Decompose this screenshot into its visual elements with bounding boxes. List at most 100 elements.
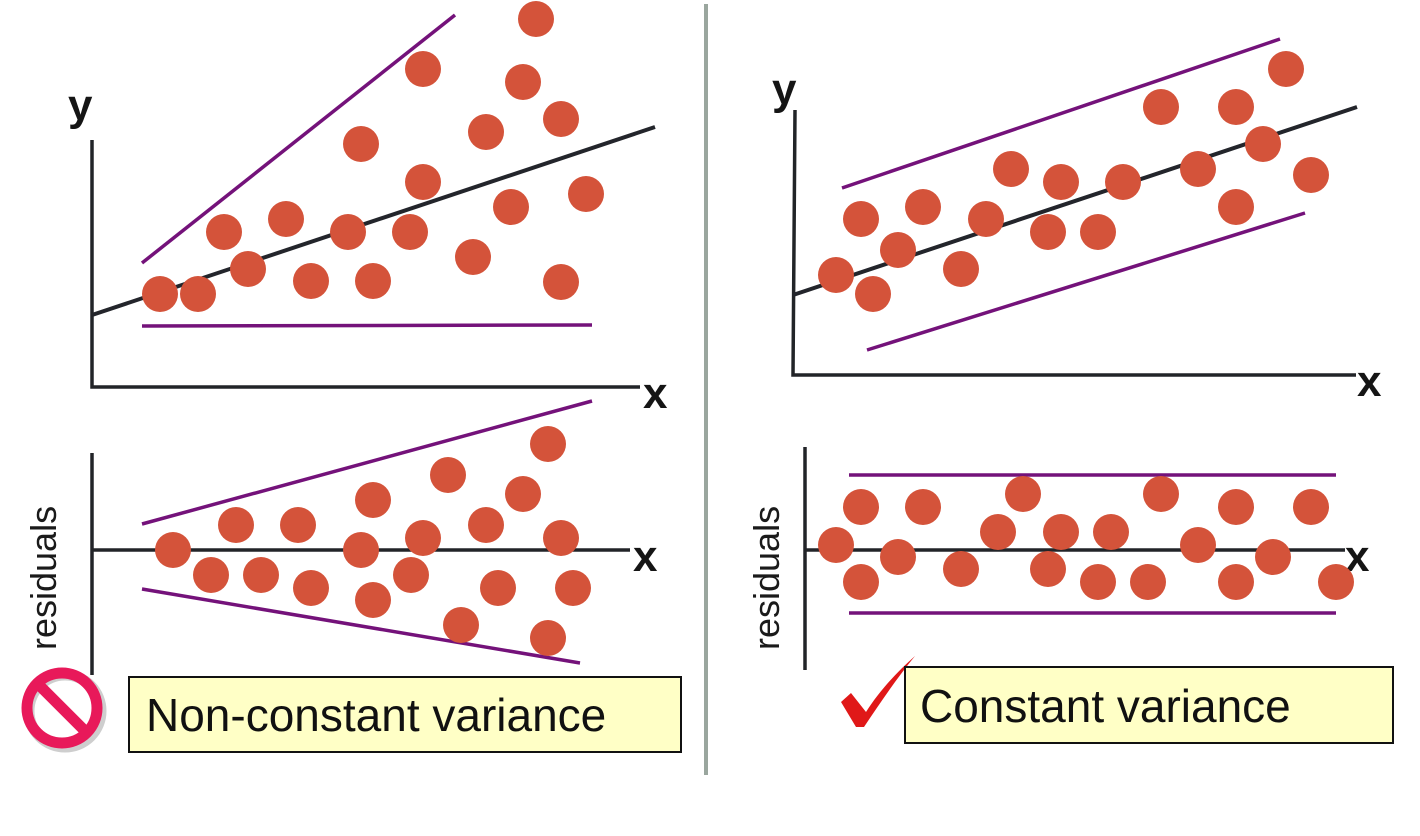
right-scatter-point-12	[1105, 164, 1141, 200]
right-scatter-point-1	[818, 257, 854, 293]
right-scatter-points	[818, 51, 1329, 312]
left-scatter-point-9	[392, 214, 428, 250]
left-scatter-point-14	[405, 51, 441, 87]
left-residual-point-16	[505, 476, 541, 512]
left-residual-point-5	[280, 507, 316, 543]
right-residual-point-14	[1143, 476, 1179, 512]
right-residual-y-label: residuals	[746, 506, 787, 650]
left-scatter-point-15	[505, 64, 541, 100]
left-residual-x-label: x	[633, 532, 658, 581]
left-scatter-point-19	[568, 176, 604, 212]
right-residual-plot: residuals x	[746, 447, 1370, 670]
left-residual-point-4	[243, 557, 279, 593]
left-residual-point-19	[555, 570, 591, 606]
left-residual-point-9	[355, 582, 391, 618]
right-residual-point-1	[818, 527, 854, 563]
left-scatter-x-label: x	[643, 369, 668, 418]
right-residual-point-15	[1180, 527, 1216, 563]
left-residual-points	[155, 426, 591, 656]
left-caption: Non-constant variance	[128, 676, 682, 753]
left-residual-point-18	[543, 520, 579, 556]
right-scatter-axes	[791, 109, 1356, 377]
left-scatter-point-2	[180, 276, 216, 312]
left-residual-y-label: residuals	[23, 506, 64, 650]
left-lower-band-line	[141, 323, 593, 328]
left-scatter-point-10	[455, 239, 491, 275]
left-scatter-point-4	[293, 263, 329, 299]
left-scatter-point-12	[343, 126, 379, 162]
left-residual-point-7	[343, 532, 379, 568]
right-residual-point-7	[980, 514, 1016, 550]
left-residual-upper-band	[141, 399, 593, 526]
right-scatter-point-15	[1218, 89, 1254, 125]
left-residual-point-17	[530, 426, 566, 462]
right-residual-point-12	[1093, 514, 1129, 550]
right-residual-point-11	[1080, 564, 1116, 600]
left-scatter-point-1	[142, 276, 178, 312]
right-residual-point-2	[843, 489, 879, 525]
right-residual-point-17	[1218, 564, 1254, 600]
right-lower-band-line	[866, 211, 1306, 352]
right-residual-point-18	[1255, 539, 1291, 575]
left-residual-point-2	[193, 557, 229, 593]
left-residual-point-6	[293, 570, 329, 606]
right-scatter-point-11	[1080, 214, 1116, 250]
right-upper-band-line	[841, 37, 1281, 190]
right-residual-point-13	[1130, 564, 1166, 600]
right-residual-point-16	[1218, 489, 1254, 525]
right-residual-point-4	[880, 539, 916, 575]
right-residual-points	[818, 476, 1354, 600]
right-scatter-point-17	[1245, 126, 1281, 162]
checkmark-icon	[841, 656, 915, 727]
left-residual-point-10	[393, 557, 429, 593]
left-scatter-point-6	[206, 214, 242, 250]
left-residual-point-13	[443, 607, 479, 643]
left-scatter-point-20	[543, 264, 579, 300]
left-caption-text: Non-constant variance	[146, 689, 606, 741]
left-residual-point-12	[430, 457, 466, 493]
left-residual-point-8	[355, 482, 391, 518]
left-scatter-point-18	[493, 189, 529, 225]
right-residual-point-3	[843, 564, 879, 600]
right-scatter-point-19	[1293, 157, 1329, 193]
left-scatter-axes	[90, 140, 640, 389]
right-scatter-point-10	[1043, 164, 1079, 200]
right-scatter-point-8	[993, 151, 1029, 187]
left-scatter-point-7	[268, 201, 304, 237]
left-residual-lower-band	[141, 587, 581, 665]
left-scatter-plot: y x	[68, 1, 668, 418]
no-entry-icon	[21, 667, 107, 753]
right-residual-point-8	[1005, 476, 1041, 512]
left-scatter-point-8	[330, 214, 366, 250]
left-scatter-point-11	[405, 164, 441, 200]
left-scatter-point-5	[355, 263, 391, 299]
right-scatter-point-3	[843, 201, 879, 237]
right-residual-point-20	[1318, 564, 1354, 600]
right-scatter-point-5	[905, 189, 941, 225]
right-scatter-point-14	[1180, 151, 1216, 187]
right-scatter-point-9	[1030, 214, 1066, 250]
right-residual-point-6	[943, 551, 979, 587]
right-scatter-point-6	[943, 251, 979, 287]
left-upper-band-line	[140, 13, 457, 265]
left-scatter-point-3	[230, 251, 266, 287]
right-residual-point-19	[1293, 489, 1329, 525]
right-caption-box	[904, 666, 1394, 744]
right-scatter-point-4	[880, 232, 916, 268]
right-scatter-point-16	[1218, 189, 1254, 225]
right-residual-point-10	[1043, 514, 1079, 550]
right-residual-point-5	[905, 489, 941, 525]
left-residual-point-1	[155, 532, 191, 568]
right-scatter-point-18	[1268, 51, 1304, 87]
left-residual-point-11	[405, 520, 441, 556]
left-residual-point-15	[480, 570, 516, 606]
right-scatter-y-label: y	[772, 65, 797, 114]
right-scatter-point-7	[968, 201, 1004, 237]
right-scatter-point-2	[855, 276, 891, 312]
left-scatter-point-16	[518, 1, 554, 37]
left-residual-point-3	[218, 507, 254, 543]
left-caption-box	[128, 676, 682, 753]
right-caption: Constant variance	[904, 666, 1394, 744]
left-residual-point-14	[468, 507, 504, 543]
right-scatter-plot: y x	[772, 37, 1382, 406]
